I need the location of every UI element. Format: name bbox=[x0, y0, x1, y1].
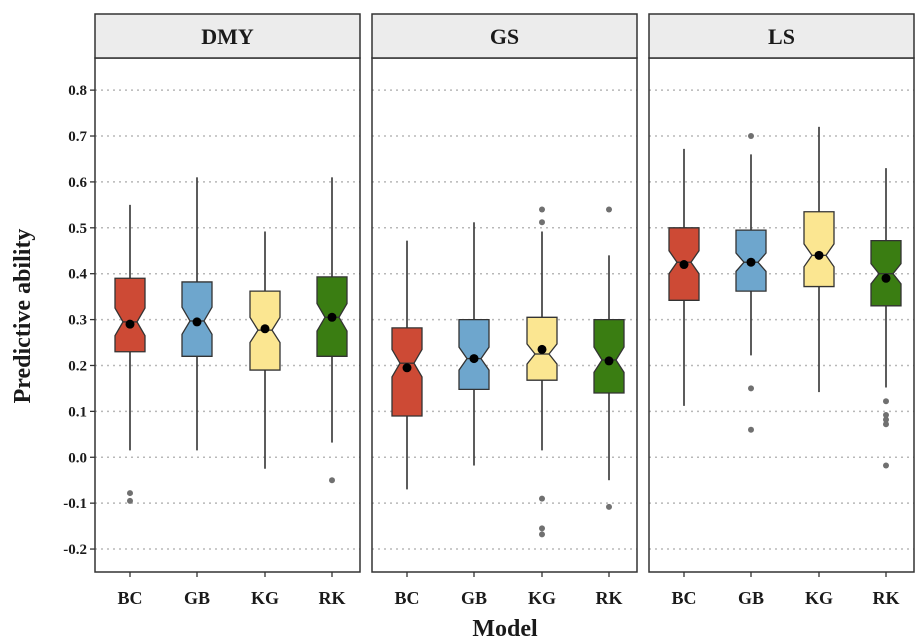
outlier-point bbox=[127, 497, 133, 504]
y-tick-label: 0.6 bbox=[68, 175, 87, 191]
box-ls-gb bbox=[735, 133, 767, 433]
outlier-point bbox=[883, 416, 889, 423]
notched-box bbox=[593, 318, 625, 394]
box-gs-bc bbox=[391, 240, 423, 490]
panel-background bbox=[649, 58, 914, 572]
box-dmy-gb bbox=[181, 177, 213, 451]
y-tick-label: -0.1 bbox=[63, 496, 87, 512]
outlier-point bbox=[539, 495, 545, 502]
y-tick-label: -0.2 bbox=[63, 542, 87, 558]
panel-strip bbox=[648, 13, 915, 59]
panel-strip-label: GS bbox=[490, 24, 519, 49]
box-dmy-kg bbox=[249, 231, 281, 469]
x-tick-label: RK bbox=[319, 588, 346, 608]
mean-point bbox=[881, 273, 891, 283]
mean-point bbox=[604, 356, 614, 366]
outlier-point bbox=[329, 477, 335, 484]
x-tick-label: BC bbox=[671, 588, 696, 608]
mean-point bbox=[814, 250, 824, 260]
mean-point bbox=[746, 257, 756, 267]
x-tick-label: KG bbox=[528, 588, 556, 608]
outlier-point bbox=[606, 503, 612, 510]
box-ls-bc bbox=[668, 148, 700, 406]
x-tick-label: KG bbox=[251, 588, 279, 608]
notched-box bbox=[114, 277, 146, 353]
x-tick-label: BC bbox=[117, 588, 142, 608]
outlier-point bbox=[748, 426, 754, 433]
box-ls-rk bbox=[870, 168, 902, 469]
panel-strip-label: LS bbox=[768, 24, 795, 49]
outlier-point bbox=[883, 398, 889, 405]
box-ls-kg bbox=[803, 126, 835, 393]
y-tick-label: 0.1 bbox=[68, 404, 87, 420]
mean-point bbox=[192, 317, 202, 327]
mean-point bbox=[537, 344, 547, 354]
outlier-point bbox=[748, 133, 754, 140]
y-tick-label: 0.2 bbox=[68, 358, 87, 374]
y-tick-label: 0.8 bbox=[68, 83, 87, 99]
box-dmy-bc bbox=[114, 204, 146, 504]
mean-point bbox=[402, 363, 412, 373]
outlier-point bbox=[748, 385, 754, 392]
x-axis-title: Model bbox=[472, 616, 538, 640]
x-tick-label: RK bbox=[596, 588, 623, 608]
x-tick-label: GB bbox=[184, 588, 210, 608]
outlier-point bbox=[883, 421, 889, 428]
notched-box bbox=[803, 211, 835, 288]
box-gs-kg bbox=[526, 206, 558, 538]
panel-background bbox=[372, 58, 637, 572]
box-gs-rk bbox=[593, 206, 625, 510]
mean-point bbox=[125, 319, 135, 329]
x-tick-label: RK bbox=[873, 588, 900, 608]
y-tick-label: 0.3 bbox=[68, 313, 87, 329]
panels-group: DMY BC GB KG RK GS BC GB KG RK LS BC GB KG RK -0.2 -0.1 0… bbox=[63, 13, 915, 608]
y-axis-title: Predictive ability bbox=[10, 229, 36, 404]
x-tick-label: GB bbox=[461, 588, 487, 608]
panel-gs: GS BC GB KG RK bbox=[371, 13, 638, 608]
panel-strip-label: DMY bbox=[201, 24, 254, 49]
box-gs-gb bbox=[458, 222, 490, 466]
outlier-point bbox=[539, 531, 545, 538]
panel-ls: LS BC GB KG RK bbox=[648, 13, 915, 608]
outlier-point bbox=[606, 206, 612, 213]
outlier-point bbox=[539, 525, 545, 532]
outlier-point bbox=[539, 206, 545, 213]
x-tick-label: BC bbox=[394, 588, 419, 608]
x-tick-label: GB bbox=[738, 588, 764, 608]
mean-point bbox=[327, 312, 337, 322]
y-tick-label: 0.0 bbox=[68, 450, 87, 466]
panel-dmy: DMY BC GB KG RK bbox=[94, 13, 361, 608]
mean-point bbox=[679, 260, 689, 270]
outlier-point bbox=[127, 490, 133, 497]
x-tick-label: KG bbox=[805, 588, 833, 608]
panel-strip bbox=[371, 13, 638, 59]
mean-point bbox=[260, 324, 270, 334]
box-dmy-rk bbox=[316, 177, 348, 484]
outlier-point bbox=[539, 219, 545, 226]
outlier-point bbox=[883, 412, 889, 419]
y-tick-label: 0.5 bbox=[68, 221, 87, 237]
panel-strip bbox=[94, 13, 361, 59]
y-tick-label: 0.4 bbox=[68, 267, 87, 283]
outlier-point bbox=[883, 462, 889, 469]
mean-point bbox=[469, 354, 479, 364]
y-tick-label: 0.7 bbox=[68, 129, 87, 145]
